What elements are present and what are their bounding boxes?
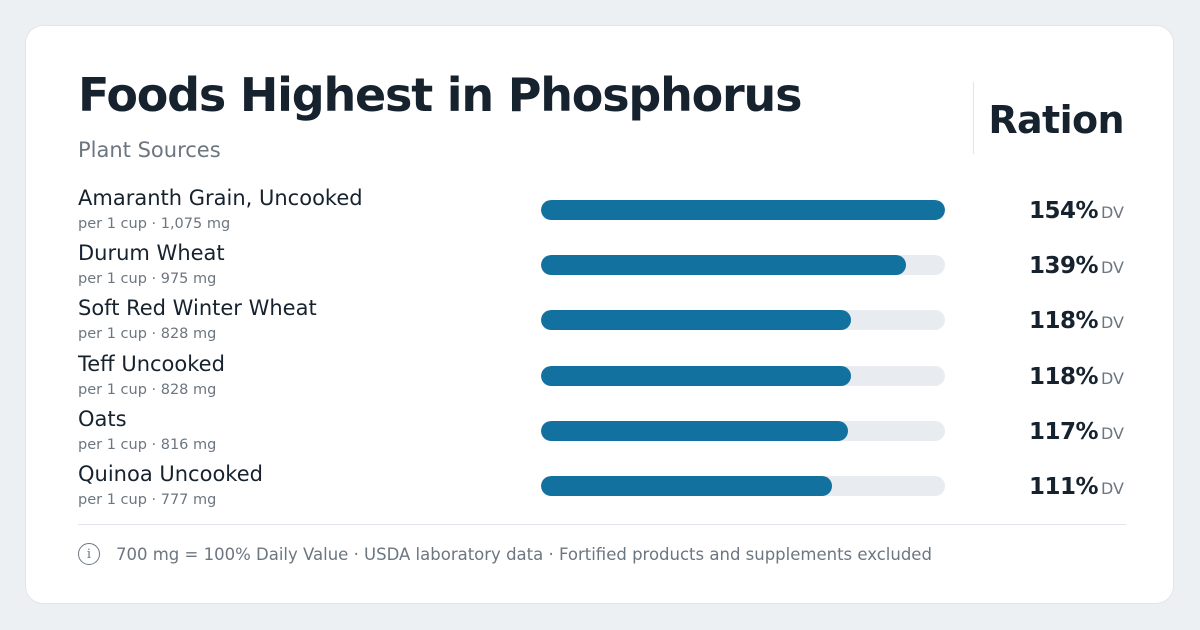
footer: i 700 mg = 100% Daily Value · USDA labor… bbox=[78, 543, 932, 565]
percent-dv-unit: DV bbox=[1101, 478, 1124, 498]
value-label: 139% DV bbox=[1029, 253, 1124, 279]
food-name: Quinoa Uncooked bbox=[78, 461, 263, 486]
food-name: Soft Red Winter Wheat bbox=[78, 296, 317, 321]
food-serving-detail: per 1 cup · 828 mg bbox=[78, 381, 217, 398]
bar-row: Durum Wheat per 1 cup · 975 mg 139% DV bbox=[26, 239, 1173, 294]
food-name: Oats bbox=[78, 406, 127, 431]
food-serving-detail: per 1 cup · 816 mg bbox=[78, 436, 217, 453]
percent-dv-value: 154% bbox=[1028, 198, 1099, 224]
chart-title: Foods Highest in Phosphorus bbox=[78, 68, 802, 122]
food-name: Teff Uncooked bbox=[78, 351, 225, 376]
info-icon: i bbox=[78, 543, 100, 565]
food-name: Durum Wheat bbox=[78, 241, 225, 266]
bar-row: Quinoa Uncooked per 1 cup · 777 mg 111% DV bbox=[26, 460, 1173, 515]
bar-list: Amaranth Grain, Uncooked per 1 cup · 1,07… bbox=[26, 184, 1173, 515]
bar-row: Teff Uncooked per 1 cup · 828 mg 118% DV bbox=[26, 350, 1173, 405]
value-label: 117% DV bbox=[1029, 419, 1124, 445]
bar bbox=[541, 255, 906, 276]
bar-track bbox=[541, 475, 945, 496]
value-label: 118% DV bbox=[1029, 308, 1124, 334]
value-label: 154% DV bbox=[1029, 198, 1124, 224]
bar-track bbox=[541, 365, 945, 386]
food-serving-detail: per 1 cup · 828 mg bbox=[78, 326, 217, 343]
bar bbox=[541, 475, 833, 496]
percent-dv-unit: DV bbox=[1101, 258, 1124, 278]
percent-dv-value: 118% bbox=[1028, 363, 1099, 390]
bar bbox=[541, 420, 848, 441]
percent-dv-unit: DV bbox=[1101, 313, 1124, 333]
value-label: 111% DV bbox=[1029, 474, 1124, 500]
bar-row: Soft Red Winter Wheat per 1 cup · 828 mg 1… bbox=[26, 294, 1173, 349]
bar-track bbox=[541, 310, 945, 331]
footer-divider bbox=[78, 524, 1126, 525]
bar-row: Amaranth Grain, Uncooked per 1 cup · 1,07… bbox=[26, 184, 1173, 239]
bar bbox=[541, 365, 851, 386]
percent-dv-value: 117% bbox=[1028, 418, 1099, 445]
bar-track bbox=[541, 200, 945, 220]
food-serving-detail: per 1 cup · 1,075 mg bbox=[78, 216, 231, 232]
value-label: 118% DV bbox=[1029, 364, 1124, 390]
percent-dv-unit: DV bbox=[1101, 423, 1124, 443]
bar-track bbox=[541, 255, 945, 276]
percent-dv-unit: DV bbox=[1101, 203, 1124, 222]
food-name: Amaranth Grain, Uncooked bbox=[78, 186, 363, 210]
brand-logo: Ration bbox=[988, 98, 1124, 142]
percent-dv-unit: DV bbox=[1101, 368, 1124, 388]
brand-divider bbox=[973, 82, 974, 154]
bar-row: Oats per 1 cup · 816 mg 117% DV bbox=[26, 405, 1173, 460]
percent-dv-value: 111% bbox=[1028, 473, 1099, 500]
chart-card: Foods Highest in Phosphorus Plant Source… bbox=[25, 25, 1174, 604]
footer-note: 700 mg = 100% Daily Value · USDA laborat… bbox=[116, 544, 932, 564]
percent-dv-value: 139% bbox=[1028, 253, 1099, 280]
chart-subtitle: Plant Sources bbox=[78, 138, 221, 162]
percent-dv-value: 118% bbox=[1028, 308, 1099, 335]
bar-track bbox=[541, 420, 945, 441]
food-serving-detail: per 1 cup · 975 mg bbox=[78, 271, 217, 288]
bar bbox=[541, 200, 945, 220]
food-serving-detail: per 1 cup · 777 mg bbox=[78, 491, 217, 508]
bar bbox=[541, 310, 851, 331]
